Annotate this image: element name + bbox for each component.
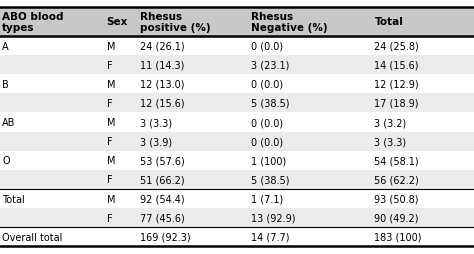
Text: 11 (14.3): 11 (14.3) [140, 60, 184, 70]
Text: 5 (38.5): 5 (38.5) [251, 99, 290, 108]
Text: 56 (62.2): 56 (62.2) [374, 175, 419, 185]
Text: Rhesus
positive (%): Rhesus positive (%) [140, 11, 210, 33]
Text: 0 (0.0): 0 (0.0) [251, 41, 283, 51]
Text: ABO blood
types: ABO blood types [2, 11, 64, 33]
Bar [0, 132, 474, 151]
Text: 0 (0.0): 0 (0.0) [251, 80, 283, 89]
Text: 93 (50.8): 93 (50.8) [374, 194, 419, 204]
Text: M: M [107, 118, 115, 128]
Text: F: F [107, 213, 112, 223]
Bar [0, 37, 474, 56]
Bar [0, 189, 474, 208]
Text: M: M [107, 194, 115, 204]
Text: 92 (54.4): 92 (54.4) [140, 194, 184, 204]
Text: Sex: Sex [107, 17, 128, 27]
Text: 17 (18.9): 17 (18.9) [374, 99, 419, 108]
Text: 14 (15.6): 14 (15.6) [374, 60, 419, 70]
Text: O: O [2, 156, 10, 166]
Text: 183 (100): 183 (100) [374, 232, 422, 242]
Bar [0, 208, 474, 227]
Text: 12 (13.0): 12 (13.0) [140, 80, 184, 89]
Text: A: A [2, 41, 9, 51]
Text: Total: Total [2, 194, 25, 204]
Text: 54 (58.1): 54 (58.1) [374, 156, 419, 166]
Bar [0, 227, 474, 246]
Text: 53 (57.6): 53 (57.6) [140, 156, 184, 166]
Text: 1 (7.1): 1 (7.1) [251, 194, 283, 204]
Text: 169 (92.3): 169 (92.3) [140, 232, 191, 242]
Text: 5 (38.5): 5 (38.5) [251, 175, 290, 185]
Bar [0, 8, 474, 37]
Text: 24 (25.8): 24 (25.8) [374, 41, 419, 51]
Text: 90 (49.2): 90 (49.2) [374, 213, 419, 223]
Text: Rhesus
Negative (%): Rhesus Negative (%) [251, 11, 328, 33]
Text: 13 (92.9): 13 (92.9) [251, 213, 296, 223]
Text: 3 (3.3): 3 (3.3) [374, 137, 407, 147]
Text: M: M [107, 41, 115, 51]
Text: 77 (45.6): 77 (45.6) [140, 213, 184, 223]
Bar [0, 94, 474, 113]
Text: F: F [107, 175, 112, 185]
Text: 1 (100): 1 (100) [251, 156, 286, 166]
Text: 0 (0.0): 0 (0.0) [251, 118, 283, 128]
Bar [0, 56, 474, 75]
Bar [0, 170, 474, 189]
Text: Total: Total [374, 17, 403, 27]
Text: 24 (26.1): 24 (26.1) [140, 41, 184, 51]
Text: 3 (3.9): 3 (3.9) [140, 137, 172, 147]
Text: 51 (66.2): 51 (66.2) [140, 175, 184, 185]
Text: F: F [107, 137, 112, 147]
Text: Overall total: Overall total [2, 232, 63, 242]
Text: 12 (15.6): 12 (15.6) [140, 99, 184, 108]
Bar [0, 75, 474, 94]
Text: M: M [107, 156, 115, 166]
Text: F: F [107, 60, 112, 70]
Text: 12 (12.9): 12 (12.9) [374, 80, 419, 89]
Text: F: F [107, 99, 112, 108]
Bar [0, 151, 474, 170]
Text: 3 (3.2): 3 (3.2) [374, 118, 407, 128]
Text: 0 (0.0): 0 (0.0) [251, 137, 283, 147]
Bar [0, 113, 474, 132]
Text: 14 (7.7): 14 (7.7) [251, 232, 290, 242]
Text: B: B [2, 80, 9, 89]
Text: AB: AB [2, 118, 16, 128]
Text: M: M [107, 80, 115, 89]
Text: 3 (23.1): 3 (23.1) [251, 60, 290, 70]
Text: 3 (3.3): 3 (3.3) [140, 118, 172, 128]
